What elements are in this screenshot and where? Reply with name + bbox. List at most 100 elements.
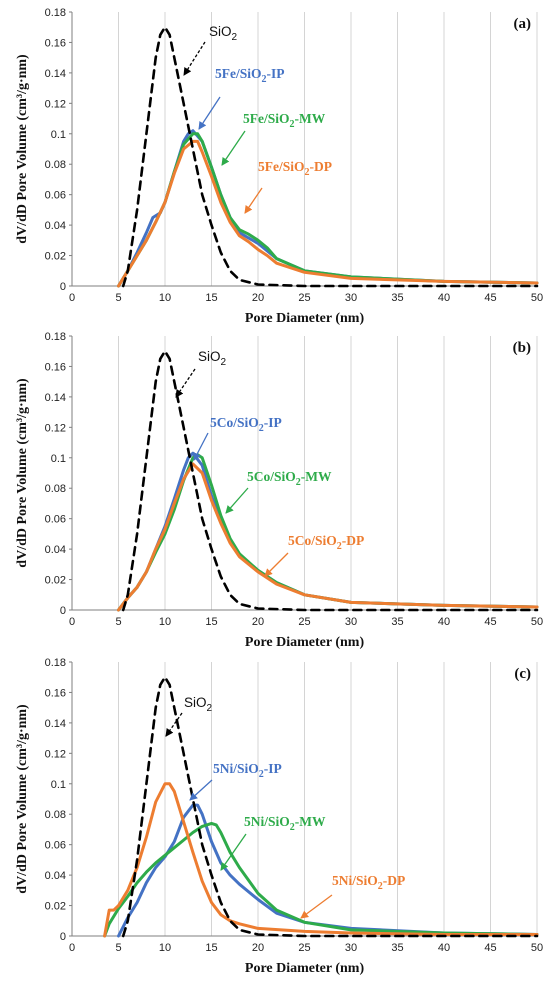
y-tick-label: 0	[60, 281, 66, 293]
x-tick-label: 40	[438, 942, 450, 954]
y-tick-label: 0.14	[45, 392, 66, 404]
x-tick-label: 40	[438, 292, 450, 304]
y-tick-label: 0.18	[45, 331, 66, 343]
panel-label: (c)	[514, 666, 531, 682]
y-tick-label: 0	[60, 605, 66, 617]
series-label: 5Fe/SiO2-MW	[243, 111, 326, 130]
series-label: SiO2	[198, 349, 227, 368]
annotation-arrow	[183, 41, 206, 76]
series-label: 5Ni/SiO2-DP	[332, 873, 405, 892]
annotation-arrow	[244, 187, 263, 214]
x-tick-label: 20	[252, 942, 264, 954]
panel-label: (b)	[513, 340, 531, 356]
series-line-sio2	[121, 349, 539, 612]
series-label: SiO2	[184, 695, 213, 714]
x-tick-label: 25	[298, 942, 310, 954]
x-tick-label: 30	[345, 292, 357, 304]
x-tick-label: 10	[159, 616, 171, 628]
y-tick-label: 0.02	[45, 901, 66, 913]
y-tick-label: 0.08	[45, 483, 66, 495]
series-line-5ni-sio2-dp	[103, 782, 539, 938]
x-tick-label: 35	[391, 616, 403, 628]
x-tick-label: 20	[252, 292, 264, 304]
x-tick-label: 50	[531, 292, 543, 304]
y-axis-title: dV/dD Pore Volume (cm³/g·nm)	[15, 378, 30, 568]
y-tick-label: 0.02	[45, 251, 66, 263]
chart-panel-2: 0 0.02 0.04 0.06 0.08 0.1 0.12 0.14 0.16 0.18 0 5 10…	[15, 331, 543, 650]
y-tick-label: 0.18	[45, 7, 66, 19]
series-label: 5Fe/SiO2-IP	[215, 66, 285, 85]
y-axis-title: dV/dD Pore Volume (cm³/g·nm)	[15, 54, 30, 244]
x-tick-label: 25	[298, 616, 310, 628]
y-axis-title: dV/dD Pore Volume (cm³/g·nm)	[15, 704, 30, 894]
x-tick-label: 0	[69, 616, 75, 628]
y-tick-label: 0.16	[45, 361, 66, 373]
y-tick-label: 0.12	[45, 748, 66, 760]
y-tick-label: 0.06	[45, 840, 66, 852]
series-line-5fe-sio2-dp	[117, 139, 539, 288]
x-tick-label: 50	[531, 616, 543, 628]
x-tick-label: 50	[531, 942, 543, 954]
x-tick-label: 35	[391, 292, 403, 304]
series-line-sio2	[121, 25, 539, 288]
x-axis-title: Pore Diameter (nm)	[245, 961, 365, 976]
annotation-arrow	[225, 487, 249, 514]
y-tick-label: 0.08	[45, 159, 66, 171]
panel-label: (a)	[514, 16, 532, 32]
annotation-arrow	[300, 894, 333, 919]
series-label: 5Ni/SiO2-MW	[244, 814, 326, 833]
x-axis-title: Pore Diameter (nm)	[245, 311, 365, 326]
y-tick-label: 0.12	[45, 422, 66, 434]
series-label: SiO2	[209, 24, 238, 43]
x-tick-label: 30	[345, 616, 357, 628]
y-tick-label: 0.02	[45, 575, 66, 587]
y-tick-label: 0.16	[45, 687, 66, 699]
y-tick-label: 0.14	[45, 68, 66, 80]
chart-panel-3: 0 0.02 0.04 0.06 0.08 0.1 0.12 0.14 0.16 0.18 0 5 10…	[15, 657, 543, 976]
y-tick-label: 0.12	[45, 98, 66, 110]
series-line-5co-sio2-dp	[117, 462, 539, 612]
y-tick-label: 0.1	[51, 779, 66, 791]
x-tick-label: 5	[115, 616, 121, 628]
series-label: 5Co/SiO2-IP	[210, 415, 282, 434]
series-line-5ni-sio2-mw	[103, 821, 539, 938]
annotation-arrow	[221, 130, 246, 166]
y-tick-label: 0.18	[45, 657, 66, 669]
x-tick-label: 15	[205, 942, 217, 954]
x-tick-label: 15	[205, 616, 217, 628]
x-tick-label: 35	[391, 942, 403, 954]
annotation-arrow	[220, 833, 247, 871]
x-tick-label: 5	[115, 292, 121, 304]
series-label: 5Fe/SiO2-DP	[258, 159, 332, 178]
y-tick-label: 0.08	[45, 809, 66, 821]
y-tick-label: 0.04	[45, 544, 66, 556]
annotation-arrow	[264, 552, 289, 577]
x-tick-label: 20	[252, 616, 264, 628]
x-tick-label: 30	[345, 942, 357, 954]
x-tick-label: 15	[205, 292, 217, 304]
y-tick-label: 0.16	[45, 37, 66, 49]
series-label: 5Co/SiO2-DP	[288, 533, 364, 552]
series-label: 5Ni/SiO2-IP	[213, 761, 282, 780]
x-tick-label: 45	[484, 942, 496, 954]
x-tick-label: 40	[438, 616, 450, 628]
y-tick-label: 0.1	[51, 129, 66, 141]
series-label: 5Co/SiO2-MW	[247, 469, 332, 488]
annotation-arrow	[175, 368, 196, 398]
y-tick-label: 0.06	[45, 514, 66, 526]
x-tick-label: 10	[159, 942, 171, 954]
x-tick-label: 45	[484, 616, 496, 628]
y-tick-label: 0.04	[45, 870, 66, 882]
series-line-sio2	[121, 675, 539, 938]
annotation-arrow	[189, 779, 213, 801]
x-tick-label: 45	[484, 292, 496, 304]
x-tick-label: 0	[69, 942, 75, 954]
chart-panel-1: 0 0.02 0.04 0.06 0.08 0.1 0.12 0.14 0.16 0.18 0 5 10…	[15, 7, 543, 326]
x-tick-label: 5	[115, 942, 121, 954]
y-tick-label: 0.1	[51, 453, 66, 465]
y-tick-label: 0.04	[45, 220, 66, 232]
x-tick-label: 0	[69, 292, 75, 304]
annotation-arrow	[193, 432, 209, 461]
x-tick-label: 10	[159, 292, 171, 304]
